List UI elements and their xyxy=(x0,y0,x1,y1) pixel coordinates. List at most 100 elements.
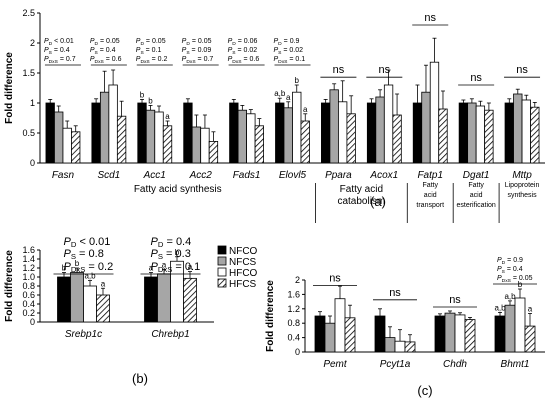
bar-NFCS xyxy=(70,272,84,323)
y-tick-label: 0.8 xyxy=(22,281,35,291)
bar-HFCO xyxy=(108,84,118,164)
group-label: Fatty xyxy=(422,182,438,189)
bar-NFCS xyxy=(237,109,247,164)
p-diet-label: PD < 0.01 xyxy=(64,236,111,249)
significance-letter: b xyxy=(175,248,180,257)
p-interaction-label: PDxS = 0.6 xyxy=(90,56,122,65)
bar-NFCO xyxy=(458,102,469,164)
bar-NFCO xyxy=(137,102,147,164)
bar-HFCO xyxy=(154,111,164,164)
bar-HFCO xyxy=(475,105,486,164)
bar-HFCS xyxy=(464,319,476,353)
bar-HFCS xyxy=(300,120,310,164)
p-interaction-label: PDxS = 0.1 xyxy=(274,56,306,65)
p-interaction-label: PDxS = 0.2 xyxy=(64,261,114,274)
bar-NFCO xyxy=(275,102,285,164)
group-label: Fatty acid xyxy=(340,184,383,195)
group-label: acid xyxy=(424,192,437,199)
p-diet-label: PD = 0.4 xyxy=(151,236,192,249)
p-sex-label: PS = 0.3 xyxy=(151,248,191,261)
bar-NFCS xyxy=(329,89,339,164)
category-label: Elovl5 xyxy=(279,170,307,181)
ns-label: ns xyxy=(449,294,461,306)
p-sex-label: PS = 0.8 xyxy=(64,248,104,261)
significance-letter: a xyxy=(162,260,167,269)
category-label: Srebp1c xyxy=(65,329,102,340)
bar-HFCO xyxy=(521,99,531,164)
bar-NFCS xyxy=(375,96,385,164)
panel-label: (c) xyxy=(417,383,432,398)
bar-HFCO xyxy=(83,285,97,323)
bar-NFCS xyxy=(157,273,171,323)
bar-HFCO xyxy=(200,127,210,164)
category-label: Scd1 xyxy=(97,170,120,181)
bar-NFCS xyxy=(513,93,523,164)
bar-NFCO xyxy=(229,102,239,164)
p-interaction-label: PDxS = 0.2 xyxy=(136,56,168,65)
bar-HFCS xyxy=(208,140,219,164)
significance-letter: a xyxy=(188,263,193,272)
legend-swatch-HFCS xyxy=(217,278,227,288)
bar-NFCO xyxy=(183,102,193,164)
significance-letter: a,b xyxy=(274,89,286,98)
y-tick-label: 0.4 xyxy=(22,299,35,309)
bar-HFCS xyxy=(71,131,81,164)
bar-NFCS xyxy=(324,322,336,353)
y-tick-label: 2 xyxy=(30,38,35,48)
bar-HFCS xyxy=(254,125,264,164)
bar-NFCS xyxy=(384,337,396,353)
bar-HFCO xyxy=(246,113,256,164)
bar-NFCO xyxy=(374,315,386,353)
bar-HFCO xyxy=(62,127,72,164)
y-tick-label: 2.5 xyxy=(22,8,35,18)
ns-label: ns xyxy=(379,64,391,76)
bar-HFCO xyxy=(338,101,348,164)
bar-HFCO xyxy=(334,298,346,353)
y-tick-label: 1.2 xyxy=(22,263,35,273)
p-diet-label: PD = 0.05 xyxy=(182,38,212,47)
y-tick-label: 0.6 xyxy=(22,290,35,300)
ns-label: ns xyxy=(329,272,341,284)
ns-label: ns xyxy=(333,64,345,76)
significance-letter: a,b xyxy=(84,272,96,281)
group-label: catabolism xyxy=(337,196,385,207)
bar-NFCS xyxy=(283,107,293,164)
p-diet-label: PD = 0.05 xyxy=(136,38,166,47)
group-label: acid xyxy=(470,192,483,199)
bar-HFCS xyxy=(524,325,536,353)
y-tick-label: 2 xyxy=(295,275,300,285)
p-diet-label: PD = 0.05 xyxy=(90,38,120,47)
significance-letter: b xyxy=(62,264,67,273)
bar-HFCS xyxy=(183,277,197,323)
bar-HFCO xyxy=(454,314,466,353)
significance-letter: b xyxy=(295,76,300,85)
y-tick-label: 0 xyxy=(295,347,300,357)
p-sex-label: PS = 0.02 xyxy=(274,47,304,56)
legend-label: HFCO xyxy=(229,268,258,279)
group-label: esterification xyxy=(456,202,495,209)
category-label: Bhmt1 xyxy=(501,359,530,370)
y-tick-label: 1.0 xyxy=(22,272,35,282)
p-interaction-label: PDxS = 0.05 xyxy=(497,275,533,284)
significance-letter: a xyxy=(149,264,154,273)
bar-NFCO xyxy=(91,102,101,164)
significance-letter: a xyxy=(303,105,308,114)
legend-label: NFCS xyxy=(229,257,257,268)
category-label: Acc1 xyxy=(143,170,166,181)
p-sex-label: PS = 0.4 xyxy=(44,47,70,56)
bar-NFCO xyxy=(494,315,506,353)
category-label: Mttp xyxy=(512,170,532,181)
y-tick-label: 0 xyxy=(30,158,35,168)
y-axis-label: Fold difference xyxy=(4,52,15,124)
bar-NFCS xyxy=(99,91,110,164)
category-label: Acox1 xyxy=(369,170,398,181)
y-tick-label: 1.6 xyxy=(287,289,300,299)
y-tick-label: 1.6 xyxy=(22,245,35,255)
bar-HFCS xyxy=(116,115,127,164)
group-label: synthesis xyxy=(507,192,537,199)
bar-HFCO xyxy=(383,84,394,164)
bar-NFCS xyxy=(421,91,431,164)
bar-NFCO xyxy=(412,102,423,164)
y-tick-label: 0.8 xyxy=(287,318,300,328)
